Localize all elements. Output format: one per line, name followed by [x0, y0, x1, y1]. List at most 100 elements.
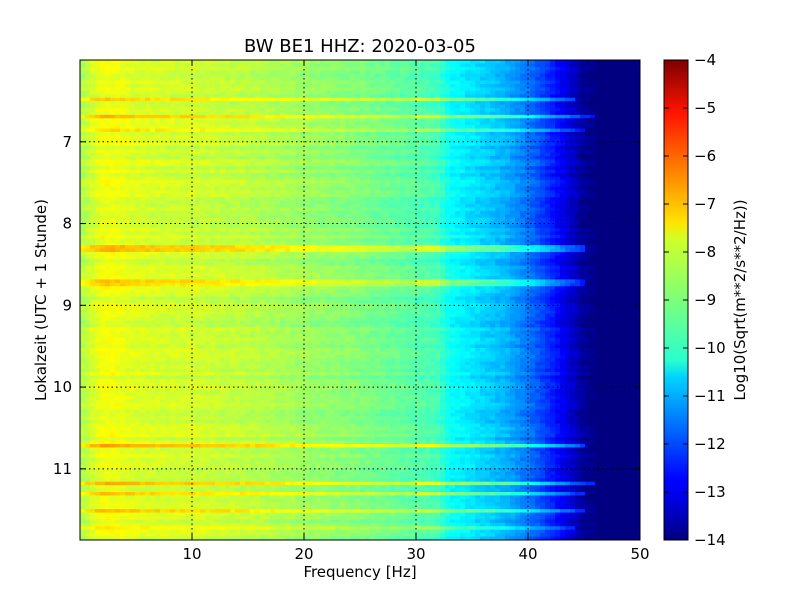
- heatmap-cell: [490, 183, 496, 188]
- heatmap-cell: [530, 84, 536, 89]
- heatmap-cell: [490, 197, 496, 202]
- heatmap-cell: [540, 207, 546, 212]
- heatmap-cell: [175, 149, 181, 154]
- heatmap-cell: [145, 66, 151, 71]
- heatmap-cell: [320, 173, 326, 178]
- heatmap-cell: [550, 101, 556, 106]
- heatmap-cell: [545, 207, 551, 212]
- heatmap-cell: [225, 84, 231, 89]
- heatmap-cell: [365, 66, 371, 71]
- heatmap-cell: [565, 156, 571, 161]
- heatmap-cell: [500, 162, 506, 167]
- heatmap-cell: [130, 207, 136, 212]
- heatmap-cell: [195, 145, 201, 150]
- heatmap-cell: [285, 101, 291, 106]
- heatmap-cell: [400, 125, 406, 130]
- heatmap-cell: [170, 186, 176, 191]
- heatmap-cell: [305, 162, 311, 167]
- heatmap-cell: [555, 66, 561, 71]
- heatmap-cell: [80, 87, 86, 92]
- heatmap-cell: [280, 73, 286, 78]
- heatmap-cell: [580, 183, 586, 188]
- heatmap-cell: [180, 60, 186, 65]
- heatmap-cell: [175, 60, 181, 65]
- heatmap-cell: [230, 104, 236, 109]
- heatmap-cell: [355, 80, 361, 85]
- heatmap-cell: [270, 200, 276, 205]
- heatmap-cell: [90, 121, 96, 126]
- heatmap-cell: [355, 125, 361, 130]
- heatmap-cell: [125, 63, 131, 68]
- heatmap-cell: [450, 97, 456, 102]
- heatmap-cell: [85, 152, 91, 157]
- heatmap-cell: [365, 94, 371, 99]
- heatmap-cell: [605, 104, 611, 109]
- heatmap-cell: [560, 87, 566, 92]
- heatmap-cell: [560, 169, 566, 174]
- heatmap-cell: [205, 84, 211, 89]
- heatmap-cell: [315, 132, 321, 137]
- heatmap-cell: [590, 87, 596, 92]
- heatmap-cell: [280, 180, 286, 185]
- heatmap-cell: [565, 145, 571, 150]
- heatmap-cell: [140, 186, 146, 191]
- heatmap-cell: [210, 101, 216, 106]
- heatmap-cell: [165, 132, 171, 137]
- heatmap-cell: [360, 210, 366, 215]
- heatmap-cell: [155, 142, 161, 147]
- heatmap-cell: [595, 145, 601, 150]
- heatmap-cell: [225, 97, 231, 102]
- heatmap-cell: [430, 135, 436, 140]
- heatmap-cell: [255, 138, 261, 143]
- heatmap-cell: [505, 169, 511, 174]
- heatmap-cell: [270, 97, 276, 102]
- heatmap-cell: [585, 149, 591, 154]
- heatmap-cell: [270, 90, 276, 95]
- heatmap-cell: [525, 190, 531, 195]
- heatmap-cell: [125, 132, 131, 137]
- heatmap-cell: [615, 162, 621, 167]
- heatmap-cell: [555, 118, 561, 123]
- heatmap-cell: [430, 87, 436, 92]
- heatmap-cell: [465, 104, 471, 109]
- heatmap-cell: [180, 84, 186, 89]
- heatmap-cell: [80, 94, 86, 99]
- heatmap-cell: [210, 108, 216, 113]
- heatmap-cell: [590, 125, 596, 130]
- heatmap-cell: [430, 108, 436, 113]
- heatmap-cell: [475, 149, 481, 154]
- heatmap-cell: [445, 138, 451, 143]
- heatmap-cell: [580, 111, 586, 116]
- heatmap-cell: [580, 200, 586, 205]
- heatmap-cell: [490, 132, 496, 137]
- heatmap-cell: [430, 104, 436, 109]
- heatmap-cell: [260, 135, 266, 140]
- heatmap-cell: [335, 63, 341, 68]
- heatmap-cell: [205, 152, 211, 157]
- heatmap-cell: [345, 87, 351, 92]
- heatmap-cell: [225, 114, 231, 119]
- heatmap-cell: [160, 108, 166, 113]
- heatmap-cell: [605, 118, 611, 123]
- heatmap-cell: [265, 97, 271, 102]
- heatmap-cell: [385, 197, 391, 202]
- heatmap-cell: [465, 173, 471, 178]
- heatmap-cell: [340, 169, 346, 174]
- heatmap-cell: [305, 108, 311, 113]
- heatmap-cell: [445, 77, 451, 82]
- heatmap-cell: [330, 63, 336, 68]
- heatmap-cell: [460, 70, 466, 75]
- heatmap-cell: [410, 186, 416, 191]
- heatmap-cell: [475, 207, 481, 212]
- heatmap-cell: [200, 176, 206, 181]
- heatmap-cell: [620, 159, 626, 164]
- heatmap-cell: [205, 80, 211, 85]
- heatmap-cell: [275, 204, 281, 209]
- heatmap-cell: [225, 108, 231, 113]
- heatmap-cell: [405, 128, 411, 133]
- heatmap-cell: [465, 169, 471, 174]
- heatmap-cell: [620, 173, 626, 178]
- heatmap-cell: [450, 84, 456, 89]
- heatmap-cell: [420, 210, 426, 215]
- heatmap-cell: [435, 149, 441, 154]
